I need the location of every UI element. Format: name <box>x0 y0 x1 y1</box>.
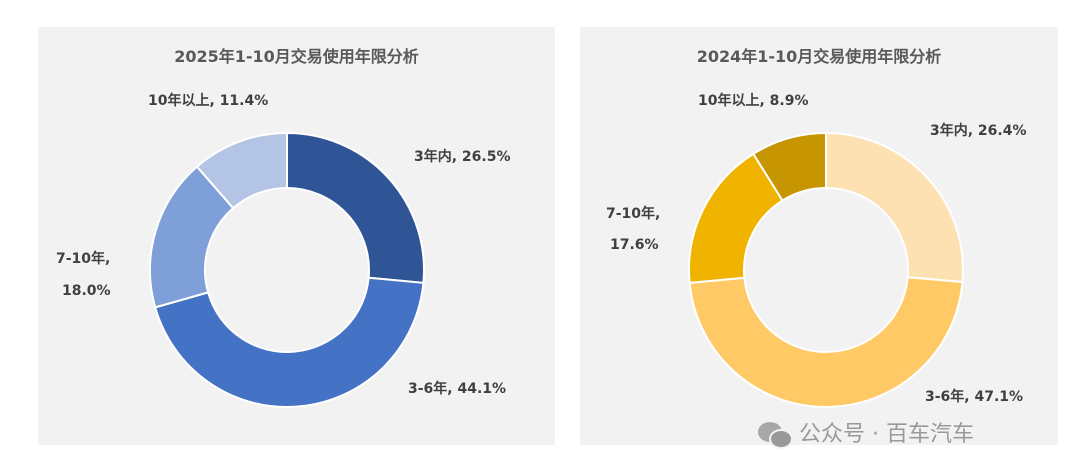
label-10y-plus: 10年以上, 8.9% <box>698 93 809 109</box>
label-3y: 3年内, 26.5% <box>414 149 511 165</box>
slice-3年内 <box>286 131 425 284</box>
slice-10年以上 <box>751 131 827 202</box>
label-3y: 3年内, 26.4% <box>930 123 1027 139</box>
chart-panel-2025: 2025年1-10月交易使用年限分析 3年内, 26.5% 3-6年, 44.1… <box>38 27 555 445</box>
wechat-icon <box>758 422 793 449</box>
label-7-10y: 7-10年, <box>56 251 111 267</box>
slice-10年以上 <box>195 131 288 210</box>
label-7-10y-pct: 17.6% <box>610 237 659 253</box>
label-3-6y: 3-6年, 44.1% <box>408 381 507 397</box>
chart-panel-2024: 2024年1-10月交易使用年限分析 3年内, 26.4% 3-6年, 47.1… <box>580 27 1058 445</box>
chart-title: 2025年1-10月交易使用年限分析 <box>174 47 419 66</box>
label-7-10y: 7-10年, <box>606 206 661 222</box>
label-10y-plus: 10年以上, 11.4% <box>148 93 269 109</box>
label-3-6y: 3-6年, 47.1% <box>925 389 1024 405</box>
label-7-10y-pct: 18.0% <box>62 283 111 299</box>
donut-chart-2024 <box>688 131 964 408</box>
donut-chart-2025 <box>149 131 425 408</box>
watermark-text: 公众号 · 百车汽车 <box>799 422 974 447</box>
watermark: 公众号 · 百车汽车 <box>757 420 974 450</box>
slice-3-6年 <box>153 276 425 408</box>
slice-3-6年 <box>688 276 964 408</box>
slice-3年内 <box>825 131 964 284</box>
chart-title: 2024年1-10月交易使用年限分析 <box>696 47 942 66</box>
